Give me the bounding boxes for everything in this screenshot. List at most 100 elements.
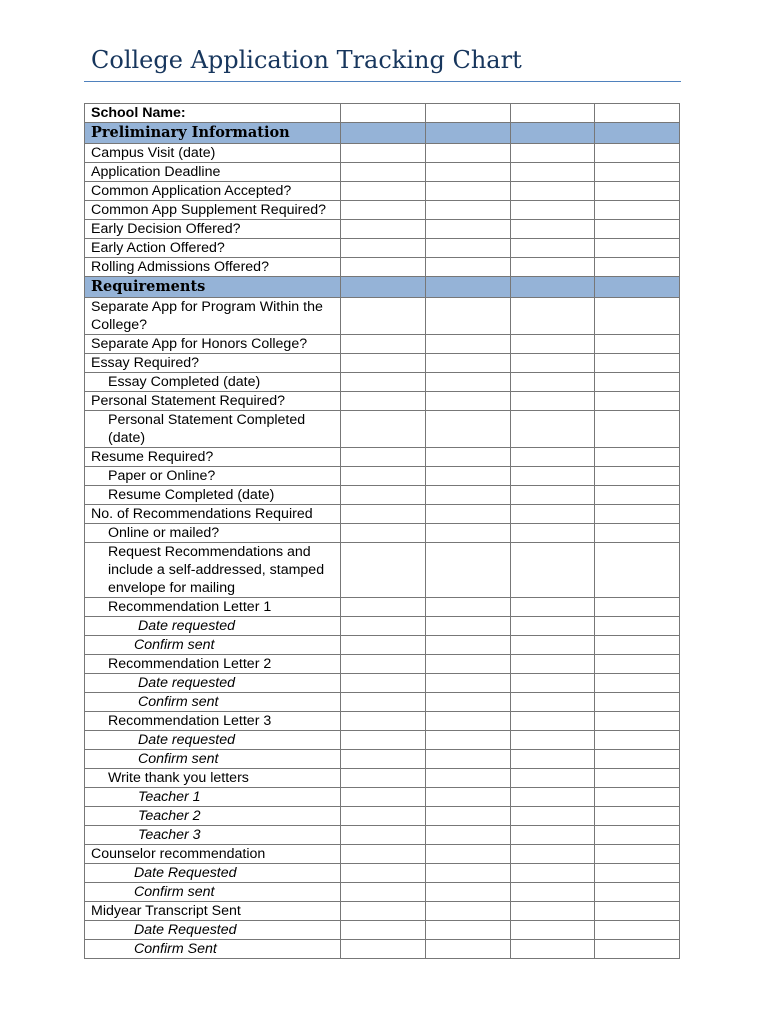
- school-entry-cell[interactable]: [340, 939, 426, 959]
- school-entry-cell[interactable]: [594, 616, 680, 636]
- school-entry-cell[interactable]: [594, 825, 680, 845]
- school-entry-cell[interactable]: [424, 882, 511, 902]
- school-entry-cell[interactable]: [340, 297, 426, 335]
- school-entry-cell[interactable]: [340, 391, 426, 411]
- school-entry-cell[interactable]: [340, 219, 426, 239]
- school-entry-cell[interactable]: [594, 673, 680, 693]
- school-entry-cell[interactable]: [509, 297, 596, 335]
- school-entry-cell[interactable]: [594, 844, 680, 864]
- school-entry-cell[interactable]: [509, 334, 596, 354]
- school-entry-cell[interactable]: [509, 200, 596, 220]
- school-entry-cell[interactable]: [509, 372, 596, 392]
- school-entry-cell[interactable]: [594, 334, 680, 354]
- school-entry-cell[interactable]: [594, 901, 680, 921]
- school-entry-cell[interactable]: [340, 768, 426, 788]
- school-entry-cell[interactable]: [424, 485, 511, 505]
- school-entry-cell[interactable]: [424, 391, 511, 411]
- school-entry-cell[interactable]: [340, 143, 426, 163]
- school-entry-cell[interactable]: [340, 542, 426, 598]
- school-entry-cell[interactable]: [509, 692, 596, 712]
- school-entry-cell[interactable]: [594, 485, 680, 505]
- school-entry-cell[interactable]: [340, 410, 426, 448]
- school-entry-cell[interactable]: [509, 485, 596, 505]
- school-entry-cell[interactable]: [424, 711, 511, 731]
- school-entry-cell[interactable]: [424, 768, 511, 788]
- school-entry-cell[interactable]: [424, 353, 511, 373]
- school-entry-cell[interactable]: [594, 542, 680, 598]
- school-entry-cell[interactable]: [594, 882, 680, 902]
- school-entry-cell[interactable]: [594, 939, 680, 959]
- school-entry-cell[interactable]: [509, 181, 596, 201]
- school-entry-cell[interactable]: [340, 353, 426, 373]
- school-entry-cell[interactable]: [340, 162, 426, 182]
- school-entry-cell[interactable]: [509, 863, 596, 883]
- school-entry-cell[interactable]: [340, 901, 426, 921]
- school-entry-cell[interactable]: [424, 410, 511, 448]
- school-entry-cell[interactable]: [340, 692, 426, 712]
- school-entry-cell[interactable]: [340, 863, 426, 883]
- school-entry-cell[interactable]: [594, 768, 680, 788]
- school-entry-cell[interactable]: [340, 466, 426, 486]
- school-entry-cell[interactable]: [594, 143, 680, 163]
- school-entry-cell[interactable]: [594, 711, 680, 731]
- school-entry-cell[interactable]: [424, 730, 511, 750]
- school-entry-cell[interactable]: [424, 297, 511, 335]
- school-entry-cell[interactable]: [594, 749, 680, 769]
- school-entry-cell[interactable]: [594, 654, 680, 674]
- school-name-cell[interactable]: [424, 103, 511, 123]
- school-name-cell[interactable]: [340, 103, 426, 123]
- school-entry-cell[interactable]: [594, 372, 680, 392]
- school-entry-cell[interactable]: [340, 635, 426, 655]
- school-entry-cell[interactable]: [509, 730, 596, 750]
- school-entry-cell[interactable]: [509, 238, 596, 258]
- school-entry-cell[interactable]: [509, 768, 596, 788]
- school-entry-cell[interactable]: [340, 334, 426, 354]
- school-entry-cell[interactable]: [424, 466, 511, 486]
- school-entry-cell[interactable]: [424, 749, 511, 769]
- school-entry-cell[interactable]: [424, 257, 511, 277]
- school-entry-cell[interactable]: [424, 542, 511, 598]
- school-entry-cell[interactable]: [424, 181, 511, 201]
- school-entry-cell[interactable]: [340, 523, 426, 543]
- school-entry-cell[interactable]: [509, 542, 596, 598]
- school-entry-cell[interactable]: [424, 143, 511, 163]
- school-entry-cell[interactable]: [594, 920, 680, 940]
- school-entry-cell[interactable]: [594, 730, 680, 750]
- school-entry-cell[interactable]: [424, 939, 511, 959]
- school-entry-cell[interactable]: [509, 806, 596, 826]
- school-entry-cell[interactable]: [509, 597, 596, 617]
- school-entry-cell[interactable]: [424, 597, 511, 617]
- school-entry-cell[interactable]: [509, 219, 596, 239]
- school-entry-cell[interactable]: [340, 673, 426, 693]
- school-entry-cell[interactable]: [594, 353, 680, 373]
- school-entry-cell[interactable]: [509, 654, 596, 674]
- school-entry-cell[interactable]: [424, 238, 511, 258]
- school-entry-cell[interactable]: [509, 353, 596, 373]
- school-entry-cell[interactable]: [340, 787, 426, 807]
- school-entry-cell[interactable]: [509, 162, 596, 182]
- school-entry-cell[interactable]: [424, 635, 511, 655]
- school-entry-cell[interactable]: [509, 143, 596, 163]
- school-entry-cell[interactable]: [509, 391, 596, 411]
- school-entry-cell[interactable]: [340, 485, 426, 505]
- school-entry-cell[interactable]: [594, 466, 680, 486]
- school-entry-cell[interactable]: [340, 654, 426, 674]
- school-entry-cell[interactable]: [424, 863, 511, 883]
- school-entry-cell[interactable]: [340, 806, 426, 826]
- school-entry-cell[interactable]: [594, 523, 680, 543]
- school-entry-cell[interactable]: [424, 219, 511, 239]
- school-entry-cell[interactable]: [424, 372, 511, 392]
- school-entry-cell[interactable]: [424, 901, 511, 921]
- school-entry-cell[interactable]: [340, 238, 426, 258]
- school-entry-cell[interactable]: [340, 616, 426, 636]
- school-entry-cell[interactable]: [509, 939, 596, 959]
- school-entry-cell[interactable]: [424, 806, 511, 826]
- school-entry-cell[interactable]: [424, 844, 511, 864]
- school-entry-cell[interactable]: [340, 882, 426, 902]
- school-entry-cell[interactable]: [594, 410, 680, 448]
- school-entry-cell[interactable]: [424, 504, 511, 524]
- school-entry-cell[interactable]: [340, 597, 426, 617]
- school-entry-cell[interactable]: [509, 410, 596, 448]
- school-entry-cell[interactable]: [424, 523, 511, 543]
- school-entry-cell[interactable]: [594, 863, 680, 883]
